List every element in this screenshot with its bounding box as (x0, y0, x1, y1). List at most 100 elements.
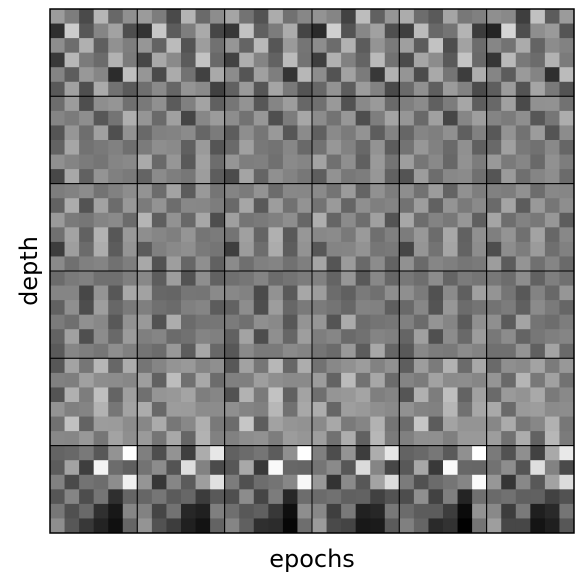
heatmap-cell (486, 387, 502, 403)
heatmap-cell (413, 169, 429, 185)
heatmap-cell (151, 183, 167, 199)
heatmap-cell (443, 154, 459, 170)
heatmap-cell (486, 140, 502, 156)
heatmap-cell (268, 9, 284, 25)
heatmap-cell (384, 96, 400, 112)
heatmap-cell (559, 460, 575, 476)
heatmap-cell (79, 431, 95, 447)
heatmap-cell (181, 9, 197, 25)
heatmap-cell (384, 9, 400, 25)
heatmap-cell (443, 23, 459, 39)
heatmap-cell (195, 81, 211, 97)
heatmap-cell (399, 23, 415, 39)
heatmap-cell (384, 300, 400, 316)
heatmap-cell (384, 314, 400, 330)
heatmap-cell (297, 402, 313, 418)
heatmap-cell (224, 52, 240, 68)
heatmap-cell (137, 212, 153, 228)
heatmap-cell (79, 81, 95, 97)
heatmap-cell (341, 198, 357, 214)
heatmap-cell (268, 96, 284, 112)
heatmap-cell (457, 38, 473, 54)
heatmap-cell (268, 503, 284, 519)
heatmap-cell (472, 431, 488, 447)
heatmap-cell (413, 489, 429, 505)
heatmap-cell (355, 96, 371, 112)
heatmap-cell (384, 343, 400, 359)
heatmap-cell (195, 154, 211, 170)
heatmap-cell (195, 52, 211, 68)
heatmap-cell (370, 198, 386, 214)
heatmap-cell (501, 169, 517, 185)
heatmap-cell (297, 227, 313, 243)
heatmap-cell (559, 67, 575, 83)
heatmap-cell (486, 67, 502, 83)
heatmap-cell (341, 387, 357, 403)
heatmap-cell (282, 38, 298, 54)
heatmap-cell (326, 474, 342, 490)
heatmap-cell (326, 81, 342, 97)
heatmap-cell (93, 67, 109, 83)
heatmap-cell (515, 256, 531, 272)
heatmap-cell (79, 227, 95, 243)
heatmap-cell (559, 212, 575, 228)
heatmap-cell (151, 212, 167, 228)
heatmap-cell (486, 23, 502, 39)
heatmap-cell (501, 52, 517, 68)
heatmap-cell (544, 314, 560, 330)
heatmap-cell (472, 96, 488, 112)
heatmap-cell (457, 314, 473, 330)
heatmap-cell (253, 445, 269, 461)
heatmap-cell (253, 329, 269, 345)
heatmap-cell (79, 372, 95, 388)
heatmap-cell (486, 445, 502, 461)
heatmap-cell (79, 110, 95, 126)
heatmap-cell (341, 489, 357, 505)
heatmap-cell (122, 343, 138, 359)
heatmap-cell (151, 489, 167, 505)
heatmap-cell (79, 329, 95, 345)
heatmap-cell (443, 489, 459, 505)
heatmap-cell (239, 285, 255, 301)
heatmap-cell (472, 402, 488, 418)
heatmap-cell (122, 256, 138, 272)
heatmap-cell (457, 52, 473, 68)
heatmap-cell (195, 460, 211, 476)
heatmap-cell (224, 154, 240, 170)
heatmap-cell (79, 489, 95, 505)
heatmap-cell (50, 52, 66, 68)
heatmap-cell (268, 154, 284, 170)
heatmap-cell (166, 416, 182, 432)
heatmap-cell (137, 431, 153, 447)
heatmap-cell (457, 503, 473, 519)
heatmap-cell (486, 52, 502, 68)
heatmap-cell (341, 300, 357, 316)
heatmap-cell (501, 227, 517, 243)
heatmap-cell (530, 125, 546, 141)
heatmap-cell (443, 241, 459, 257)
heatmap-cell (399, 38, 415, 54)
heatmap-cell (253, 358, 269, 374)
heatmap-cell (181, 431, 197, 447)
heatmap-cell (181, 343, 197, 359)
heatmap-cell (413, 183, 429, 199)
heatmap-cell (181, 285, 197, 301)
heatmap-cell (122, 198, 138, 214)
heatmap-cell (355, 81, 371, 97)
heatmap-cell (122, 358, 138, 374)
heatmap-cell (210, 343, 226, 359)
heatmap-cell (486, 271, 502, 287)
heatmap-cell (559, 38, 575, 54)
heatmap-cell (268, 329, 284, 345)
heatmap-cell (297, 489, 313, 505)
heatmap-cell (122, 183, 138, 199)
heatmap-cell (122, 445, 138, 461)
heatmap-cell (515, 81, 531, 97)
tile-r0-c5 (486, 8, 575, 97)
heatmap-cell (370, 241, 386, 257)
heatmap-cell (166, 81, 182, 97)
heatmap-cell (195, 125, 211, 141)
heatmap-cell (370, 314, 386, 330)
heatmap-cell (312, 154, 328, 170)
heatmap-cell (370, 416, 386, 432)
